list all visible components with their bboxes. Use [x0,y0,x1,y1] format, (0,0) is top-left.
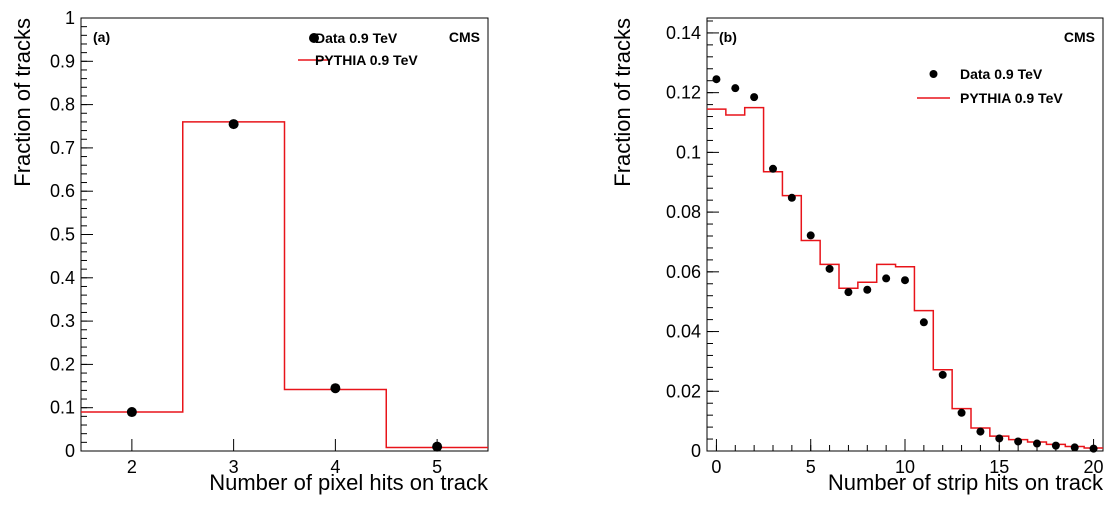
y-tick-label: 0.2 [50,354,75,374]
data-point [769,164,777,173]
y-tick-label: 0.4 [50,268,75,288]
data-point [1051,441,1060,450]
y-tick-label: 0.5 [50,225,75,245]
data-point [432,441,443,452]
x-tick-label: 4 [330,457,340,477]
data-point [825,264,834,273]
x-tick-label: 15 [989,457,1009,477]
legend-marker-data [309,33,319,43]
panel-a: 0 0.1 0.2 0.3 0.4 0.5 0.6 0.7 0.8 0.9 1 2 3 4 5Number … [10,8,489,495]
mc-step-histogram [707,106,1103,449]
experiment-label: CMS [1064,29,1095,45]
x-tick-label: 5 [806,457,816,477]
data-point [1070,443,1079,452]
y-tick-label: 0.08 [666,202,701,222]
data-point [126,407,137,418]
x-axis-title: Number of strip hits on track [828,470,1104,495]
data-point [1033,439,1041,448]
data-point [901,276,909,285]
y-tick-label: 0.06 [666,262,701,282]
data-point [1014,437,1023,446]
panel-label: (b) [719,29,737,45]
x-tick-label: 5 [432,457,442,477]
y-axis-title: Fraction of tracks [10,18,35,187]
y-tick-label: 0.12 [666,83,701,103]
y-tick-label: 1 [65,8,75,28]
plot-frame [706,17,1104,452]
legend-label-mc: PYTHIA 0.9 TeV [960,90,1063,106]
data-point [750,93,759,102]
data-point [995,434,1004,443]
y-tick-label: 0.02 [666,381,701,401]
data-point [863,285,872,294]
legend-label-mc: PYTHIA 0.9 TeV [315,52,418,68]
legend-label-data: Data 0.9 TeV [315,30,398,46]
x-tick-label: 0 [711,457,721,477]
data-point [712,75,721,84]
experiment-label: CMS [449,29,480,45]
data-point [806,231,815,240]
data-point [228,119,239,130]
data-point [330,383,341,394]
panel-b: 0 0.02 0.04 0.06 0.08 0.1 0.12 0.14 0 5 10 15 20Numb… [610,17,1104,495]
y-axis-title: Fraction of tracks [610,18,635,187]
y-tick-label: 0.3 [50,311,75,331]
data-point [844,288,853,297]
panel-label: (a) [93,29,110,45]
data-point [919,318,928,327]
y-tick-label: 0.1 [50,398,75,418]
y-tick-label: 0.6 [50,181,75,201]
legend-marker-data [929,70,938,78]
y-tick-label: 0.14 [666,23,701,43]
data-point [787,193,796,202]
data-point [957,408,966,417]
data-point [882,274,891,283]
data-point [938,370,947,379]
y-tick-label: 0 [691,441,701,461]
x-tick-label: 2 [127,457,137,477]
x-tick-label: 20 [1084,457,1104,477]
data-point [976,427,985,436]
data-point [1089,444,1098,453]
x-tick-label: 3 [229,457,239,477]
y-tick-label: 0.1 [676,142,701,162]
y-tick-label: 0.8 [50,95,75,115]
legend-label-data: Data 0.9 TeV [960,66,1043,82]
data-point [731,84,740,93]
y-tick-label: 0.04 [666,322,701,342]
y-tick-label: 0.7 [50,138,75,158]
y-tick-label: 0.9 [50,51,75,71]
x-axis-title: Number of pixel hits on track [209,470,489,495]
mc-step-histogram [81,121,488,449]
x-tick-label: 10 [895,457,915,477]
y-tick-label: 0 [65,441,75,461]
